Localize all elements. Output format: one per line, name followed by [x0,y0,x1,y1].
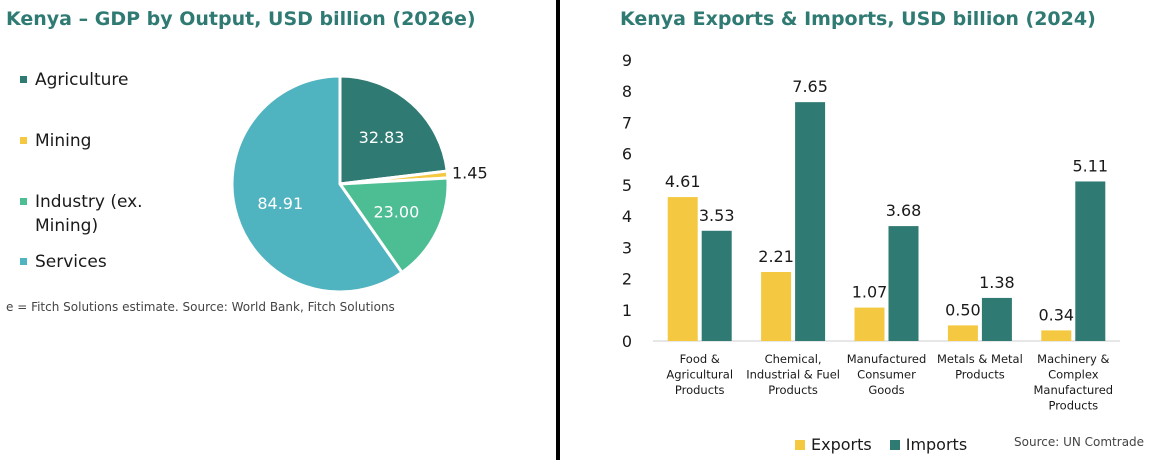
bar-source-note: Source: UN Comtrade [1014,435,1145,449]
data-label-exports-food-agri: 4.61 [665,172,701,191]
legend-item-mining: Mining [20,129,185,153]
legend-label-agriculture: Agriculture [35,70,129,90]
pie-chart: 32.83 1.45 23.00 84.91 [230,74,488,294]
data-label-imports-food-agri: 3.53 [699,206,735,225]
legend-label-services: Services [35,252,107,272]
bar-imports-chemical-industrial-fuel [795,102,826,342]
panel-divider [556,0,560,460]
pie-slice-services [230,74,405,294]
data-label-exports-metals: 0.50 [945,300,981,319]
data-label-imports-metals: 1.38 [979,273,1015,292]
pie-source-note: e = Fitch Solutions estimate. Source: Wo… [6,300,395,314]
pie-chart-title: Kenya – GDP by Output, USD billion (2026… [6,8,476,30]
x-tick-label-machinery: Machinery & Complex Manufactured Products [1033,352,1113,413]
pie-data-label-mining: 1.45 [452,164,488,183]
pie-data-label-industry: 23.00 [373,202,419,221]
y-tick-label: 2 [622,270,632,289]
y-tick-label: 1 [622,301,632,320]
legend-item-exports: Exports [795,435,872,454]
x-tick-label-manufactured-consumer: Manufactured Consumer Goods [847,352,927,397]
bar-imports-manufactured-consumer [888,226,919,341]
y-tick-label: 4 [622,207,632,226]
data-label-imports-chemical-industrial-fuel: 7.65 [792,77,828,96]
legend-item-imports: Imports [889,435,968,454]
x-tick-label-chemical-industrial-fuel: Chemical, Industrial & Fuel Products [746,352,840,397]
legend-swatch-services [20,258,27,265]
bar-chart: 0 1 2 3 4 5 6 7 8 9 4.61 3.53 Food & Agricultural Prod… [622,51,1120,413]
data-label-imports-machinery: 5.11 [1072,156,1108,175]
y-tick-label: 5 [622,176,632,195]
y-tick-label: 3 [622,238,632,257]
data-label-exports-chemical-industrial-fuel: 2.21 [758,247,794,266]
legend-label-mining: Mining [35,131,92,151]
data-label-imports-manufactured-consumer: 3.68 [886,201,922,220]
bar-legend: Exports Imports [795,435,985,454]
legend-swatch-agriculture [20,76,27,83]
pie-data-label-services: 84.91 [257,194,303,213]
data-label-exports-manufactured-consumer: 1.07 [852,283,888,302]
pie-slice-industry [337,176,450,275]
bar-imports-machinery [1075,181,1106,341]
data-label-exports-machinery: 0.34 [1038,305,1074,324]
legend-swatch-exports [795,439,805,450]
legend-swatch-industry [20,198,27,205]
y-tick-label: 0 [622,332,632,351]
bar-exports-machinery [1041,330,1072,341]
pie-data-label-agriculture: 32.83 [359,128,405,147]
bar-exports-metals [947,325,978,341]
x-tick-label-metals: Metals & Metal Products [937,352,1023,382]
legend-label-industry: Industry (ex. Mining) [35,192,143,236]
legend-swatch-imports [889,439,900,450]
y-tick-label: 9 [622,51,632,70]
y-tick-label: 8 [622,82,632,101]
pie-slice-agriculture [338,74,449,186]
legend-label-exports: Exports [811,435,872,454]
bar-imports-food-agri [701,230,732,341]
bar-exports-manufactured-consumer [854,307,885,341]
y-tick-label: 7 [622,113,632,132]
legend-item-industry: Industry (ex. Mining) [20,190,165,238]
legend-label-imports: Imports [905,435,968,454]
y-tick-label: 6 [622,145,632,164]
bar-exports-food-agri [667,197,698,341]
bar-imports-metals [981,297,1012,341]
legend-swatch-mining [20,137,27,144]
bar-chart-title: Kenya Exports & Imports, USD billion (20… [620,8,1096,30]
x-tick-label-food-agri: Food & Agricultural Products [666,352,733,397]
legend-item-agriculture: Agriculture [20,68,185,92]
bar-exports-chemical-industrial-fuel [761,271,792,341]
legend-item-services: Services [20,250,185,274]
